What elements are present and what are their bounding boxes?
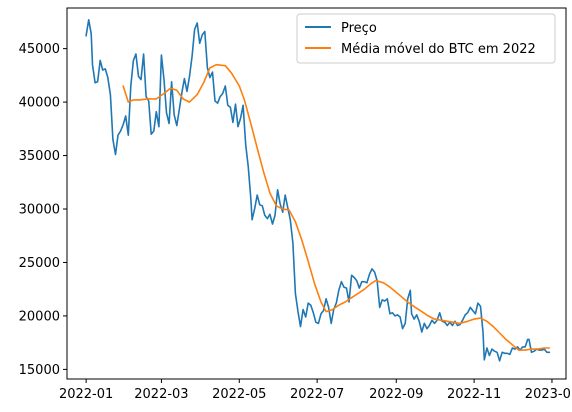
legend-label-1: Preço [341,21,377,36]
y-tick-label: 20000 [19,309,60,324]
legend: Preço Média móvel do BTC em 2022 [296,13,556,64]
x-tick-label: 2022-09 [369,387,423,402]
series-layer [85,19,551,362]
x-tick-label: 2022-07 [290,387,344,402]
series-line-2 [122,63,551,351]
y-tick-label: 30000 [19,203,60,218]
x-tick-label: 2022-01 [59,387,113,402]
x-tick-label: 2022-03 [134,387,188,402]
legend-label-2: Média móvel do BTC em 2022 [341,42,536,57]
y-tick-label: 35000 [19,149,60,164]
legend-box [296,13,556,64]
x-tick-label: 2022-11 [447,387,501,402]
series-line-1 [85,19,551,362]
y-tick-label: 40000 [19,96,60,111]
axes-layer: 15000 20000 25000 30000 35000 40000 45000 2022-… [19,7,572,402]
x-tick-label: 2022-05 [212,387,266,402]
axes-frame [66,7,567,380]
y-tick-label: 15000 [19,363,60,378]
y-tick-label: 25000 [19,256,60,271]
y-tick-label: 45000 [19,42,60,57]
x-tick-label: 2023-01 [525,387,572,402]
